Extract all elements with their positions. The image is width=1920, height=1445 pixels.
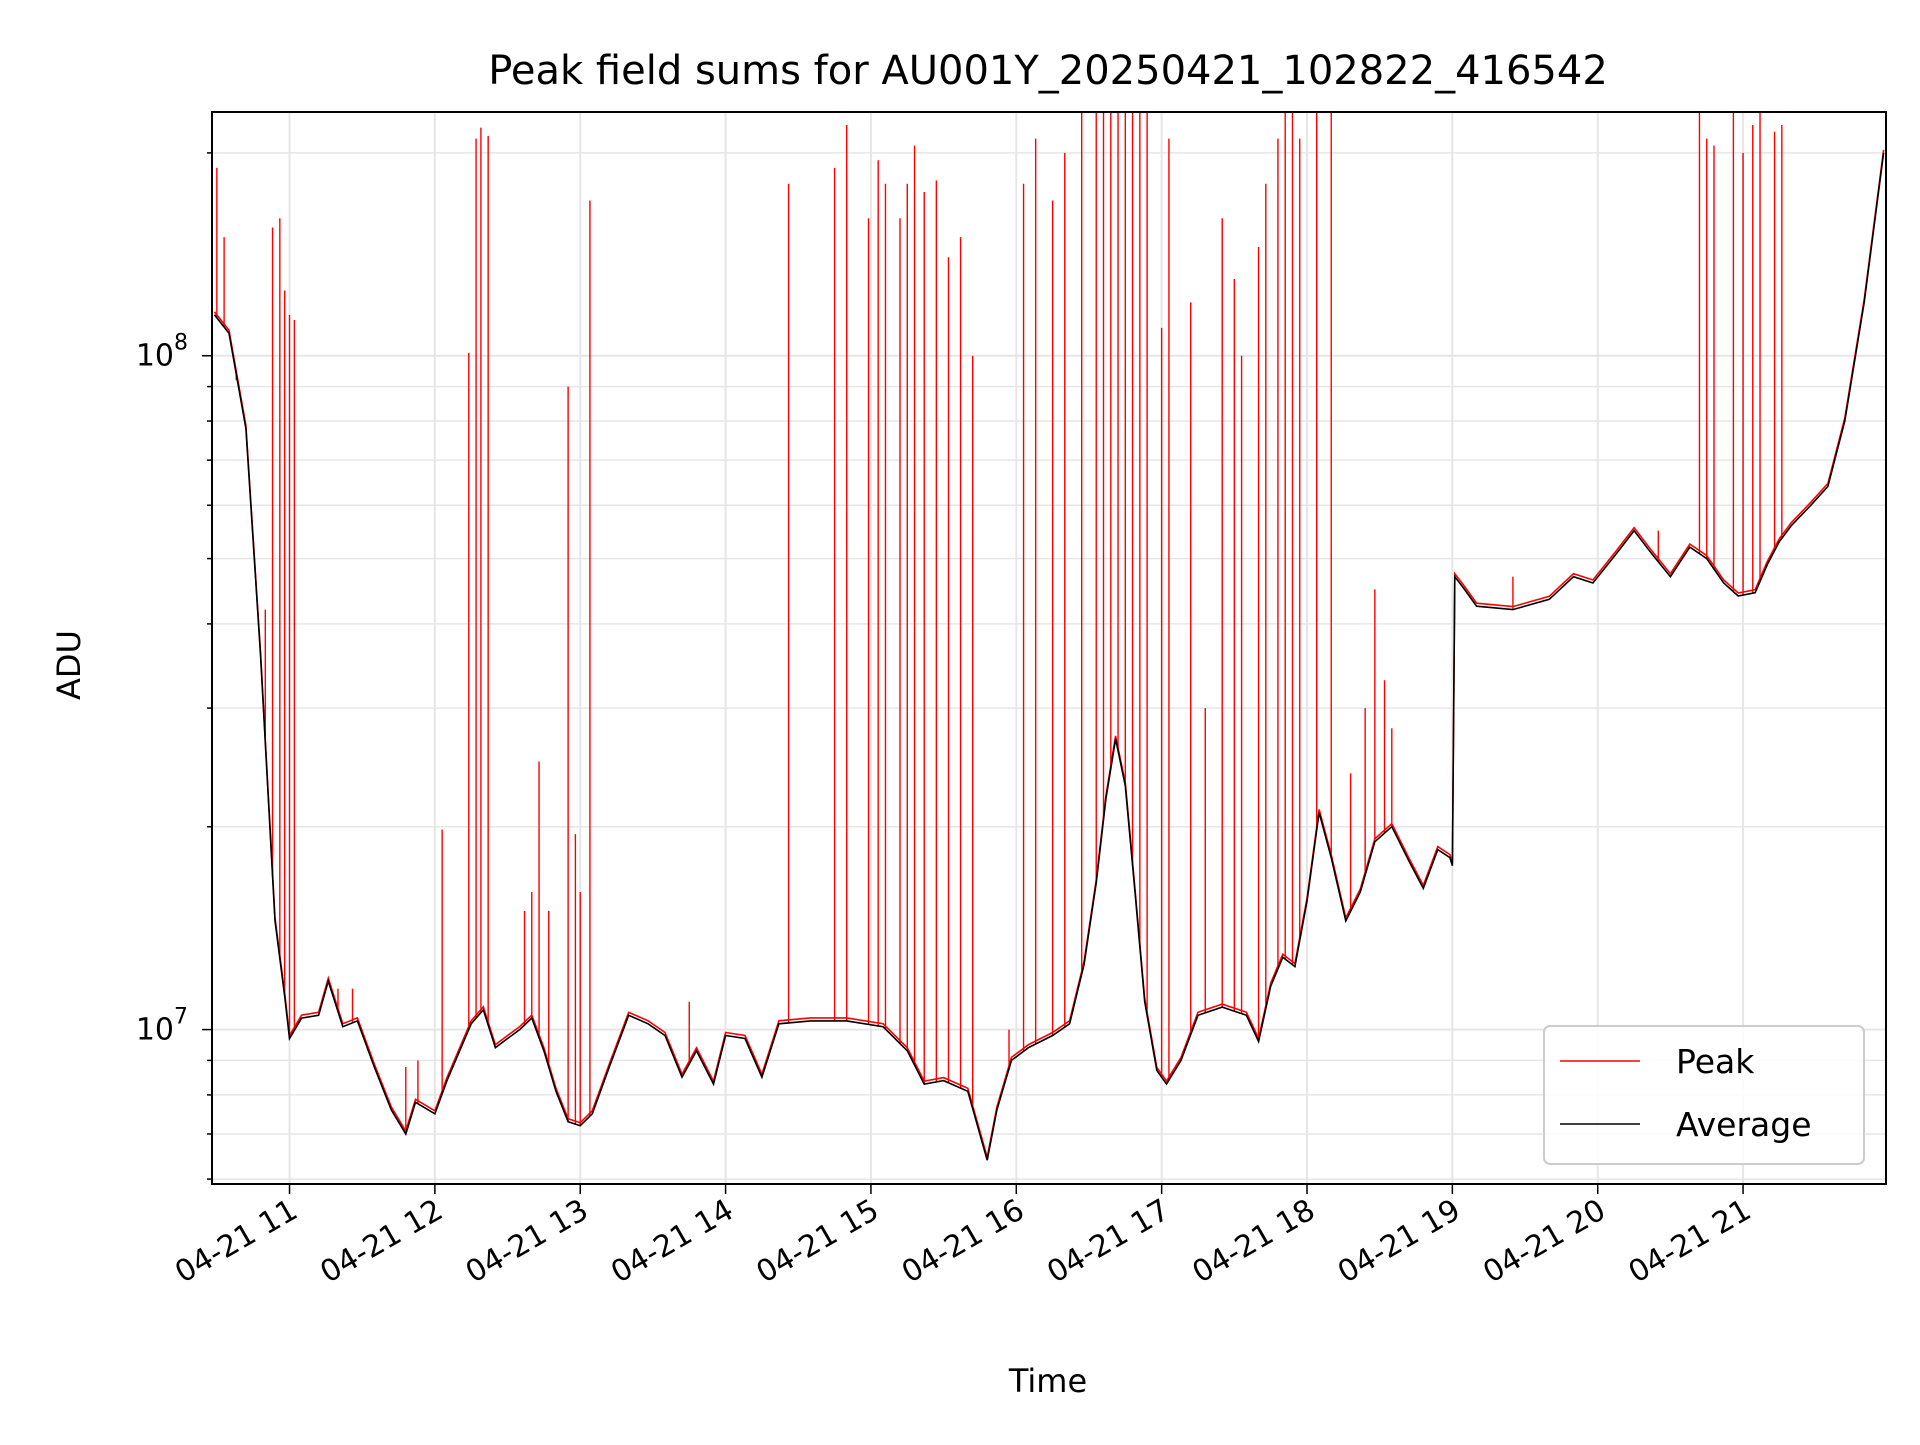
- y-axis-label: ADU: [50, 630, 88, 700]
- plot-series: [213, 112, 1885, 1161]
- legend-label-average: Average: [1676, 1105, 1812, 1144]
- legend-label-peak: Peak: [1676, 1042, 1755, 1081]
- y-tick-label: 107: [136, 1005, 188, 1048]
- plot-frame: [211, 111, 1887, 1185]
- y-tick-label: 108: [136, 331, 188, 374]
- average-series-line: [213, 152, 1885, 1161]
- x-axis-label: Time: [1008, 1362, 1087, 1400]
- chart-title: Peak field sums for AU001Y_20250421_1028…: [488, 48, 1608, 94]
- legend: Peak Average: [1543, 1025, 1865, 1165]
